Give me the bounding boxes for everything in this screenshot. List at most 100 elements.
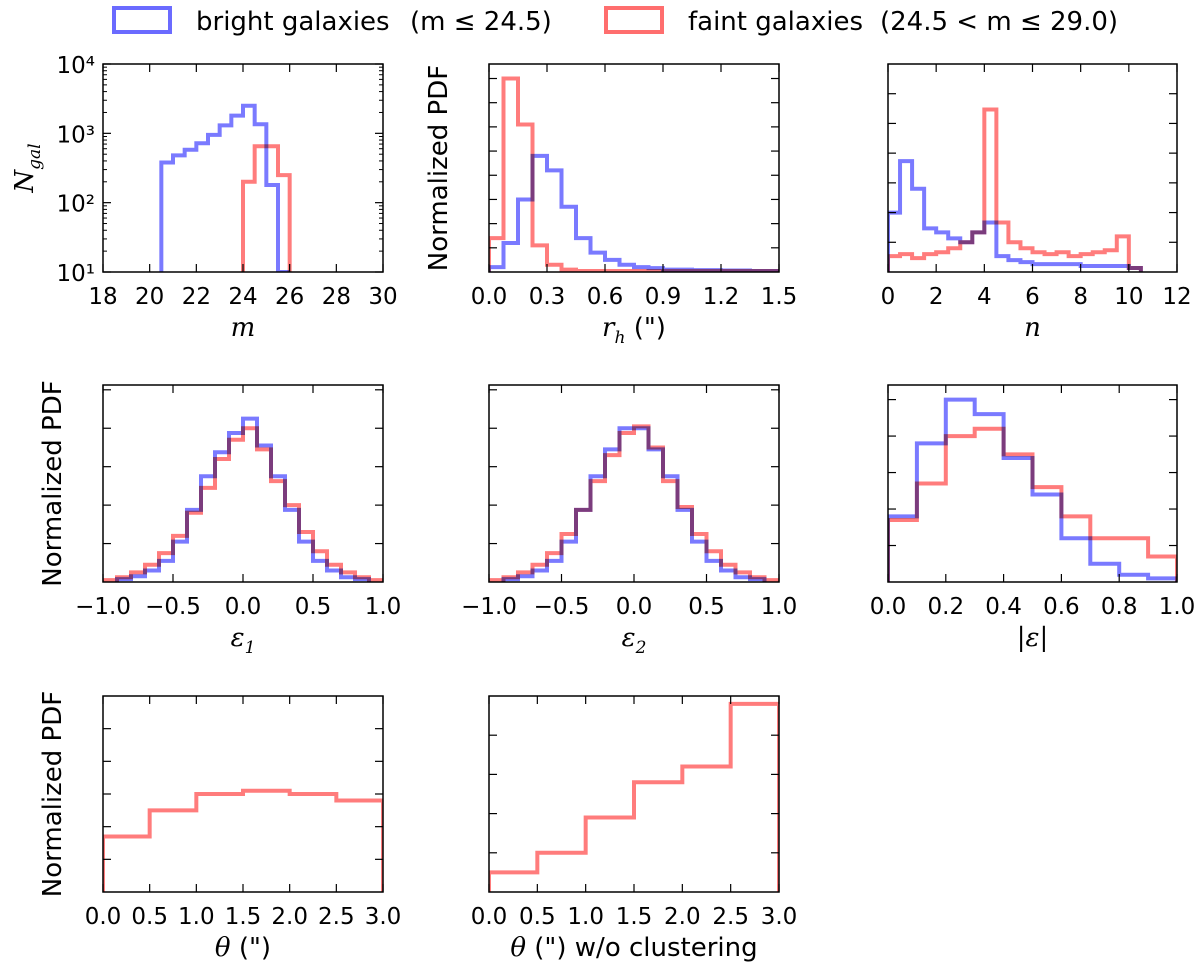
xtick-label-theta: 2.0 — [271, 904, 308, 930]
xlabel-symbol: |ε| — [1017, 623, 1048, 653]
ytick-label-m: 10¹ — [57, 261, 96, 287]
xtick-label-emod: 0.8 — [1101, 594, 1138, 620]
series-faint-n — [888, 107, 1143, 272]
xlabel-symbol: n — [1024, 313, 1041, 343]
ytick-label-m: 10³ — [57, 122, 96, 148]
ytick-label-m: 10⁴ — [57, 53, 96, 79]
xtick-label-rh: 0.6 — [587, 284, 624, 310]
xtick-label-theta_noclust: 0.0 — [471, 904, 508, 930]
xtick-label-e2: 0.5 — [688, 594, 725, 620]
xlabel-e1: ε1 — [231, 623, 256, 658]
ylabel-e1: Normalized PDF — [38, 380, 68, 586]
xtick-label-theta: 2.5 — [318, 904, 355, 930]
ylabel-rh: Normalized PDF — [424, 65, 454, 271]
legend-entry-faint: faint galaxies (24.5 < m ≤ 29.0) — [604, 6, 1118, 37]
xtick-label-e1: 0.5 — [295, 594, 332, 620]
xtick-label-e2: −1.0 — [461, 594, 517, 620]
xtick-label-n: 6 — [1025, 284, 1040, 310]
series-group-rh — [489, 76, 779, 272]
xtick-label-emod: 0.2 — [928, 594, 965, 620]
xtick-label-e1: −1.0 — [75, 594, 131, 620]
xtick-label-m: 28 — [322, 284, 351, 310]
xtick-label-emod: 0.4 — [985, 594, 1022, 620]
xlabel-n: n — [1024, 313, 1041, 343]
series-group-m — [159, 103, 292, 272]
series-group-emod — [888, 397, 1177, 582]
xtick-label-emod: 0.0 — [870, 594, 907, 620]
panel-m: 18 20 22 24 26 28 30 10¹ 10² 10³ 10⁴ m Ngal — [10, 53, 398, 343]
xlabel-symbol: r — [602, 313, 616, 343]
panel-e2: −1.0 −0.5 0.0 0.5 1.0 ε2 — [461, 384, 798, 658]
xtick-label-theta_noclust: 1.5 — [616, 904, 653, 930]
xlabel-m: m — [231, 313, 256, 343]
panel-theta: 0.0 0.5 1.0 1.5 2.0 2.5 3.0 θ (") Normalized PDF — [38, 691, 401, 963]
xtick-label-rh: 1.2 — [703, 284, 740, 310]
xlabel-suffix: (") w/o clustering — [526, 933, 758, 963]
xlabel-suffix: (") — [625, 313, 666, 343]
series-group-e2 — [489, 424, 779, 582]
xlabel-suffix: (") — [231, 933, 272, 963]
xtick-label-rh: 0.9 — [645, 284, 682, 310]
xtick-label-rh: 0.3 — [529, 284, 566, 310]
xtick-label-n: 0 — [881, 284, 896, 310]
series-group-theta — [103, 788, 383, 892]
xlabel-symbol: m — [231, 313, 256, 343]
xlabel-e2: ε2 — [622, 623, 647, 658]
series-group-e1 — [103, 416, 383, 582]
xtick-label-theta: 0.0 — [85, 904, 122, 930]
axes-frame-emod — [887, 384, 1178, 583]
ytick-label-m: 10² — [57, 192, 96, 218]
xtick-label-m: 20 — [135, 284, 164, 310]
xtick-label-rh: 1.5 — [761, 284, 798, 310]
axes-frame-n — [887, 63, 1178, 273]
ylabel-symbol: N — [10, 169, 40, 194]
series-faint-emod — [888, 426, 1177, 582]
xtick-label-emod: 1.0 — [1159, 594, 1196, 620]
xtick-label-e1: 0.0 — [225, 594, 262, 620]
legend-entry-bright: bright galaxies (m ≤ 24.5) — [112, 6, 552, 37]
xtick-label-e2: 1.0 — [761, 594, 798, 620]
series-faint-theta — [103, 788, 383, 892]
series-faint-e1 — [103, 426, 383, 582]
xlabel-emod: |ε| — [1017, 623, 1048, 653]
xtick-label-e2: 0.0 — [616, 594, 653, 620]
xtick-label-e1: 1.0 — [365, 594, 402, 620]
xlabel-subscript: 1 — [245, 638, 256, 658]
xtick-label-theta_noclust: 1.0 — [567, 904, 604, 930]
legend-swatch-faint — [604, 6, 664, 34]
panel-e1: −1.0 −0.5 0.0 0.5 1.0 ε1 Normalized PDF — [38, 380, 401, 658]
series-bright-m — [159, 103, 290, 272]
xtick-label-m: 22 — [182, 284, 211, 310]
panel-rh: 0.0 0.3 0.6 0.9 1.2 1.5 rh (") Normalized PDF — [424, 63, 798, 348]
series-faint-theta_noclust — [489, 701, 779, 892]
xtick-label-n: 10 — [1114, 284, 1143, 310]
series-bright-e2 — [501, 426, 767, 582]
xlabel-symbol: ε — [622, 623, 636, 653]
xtick-label-emod: 0.6 — [1043, 594, 1080, 620]
xtick-label-n: 4 — [977, 284, 992, 310]
xlabel-theta_noclust: θ (") w/o clustering — [510, 933, 757, 963]
legend-condition-faint: (24.5 < m ≤ 29.0) — [880, 7, 1118, 37]
legend: bright galaxies (m ≤ 24.5) faint galaxie… — [112, 6, 1118, 37]
xtick-label-theta: 1.0 — [178, 904, 215, 930]
xtick-label-theta_noclust: 2.5 — [712, 904, 749, 930]
xtick-label-theta: 3.0 — [365, 904, 402, 930]
legend-swatch-bright — [112, 6, 172, 34]
axes-frame-rh — [488, 63, 780, 273]
xtick-label-n: 2 — [929, 284, 944, 310]
series-bright-emod — [888, 397, 1177, 582]
xtick-label-m: 24 — [228, 284, 257, 310]
ylabel-subscript: gal — [25, 143, 45, 169]
series-group-n — [888, 107, 1143, 272]
axes-frame-e1 — [102, 384, 384, 583]
ylabel-theta: Normalized PDF — [38, 691, 68, 897]
series-group-theta_noclust — [489, 701, 779, 892]
panel-theta_noclust: 0.0 0.5 1.0 1.5 2.0 2.5 3.0θ (") w/o clusterin… — [471, 695, 797, 963]
series-faint-e2 — [489, 424, 779, 582]
xlabel-subscript: h — [614, 328, 625, 348]
panel-emod: 0.0 0.2 0.4 0.6 0.8 1.0 |ε| — [870, 384, 1196, 653]
series-faint-m — [241, 144, 292, 272]
series-bright-e1 — [115, 416, 371, 582]
